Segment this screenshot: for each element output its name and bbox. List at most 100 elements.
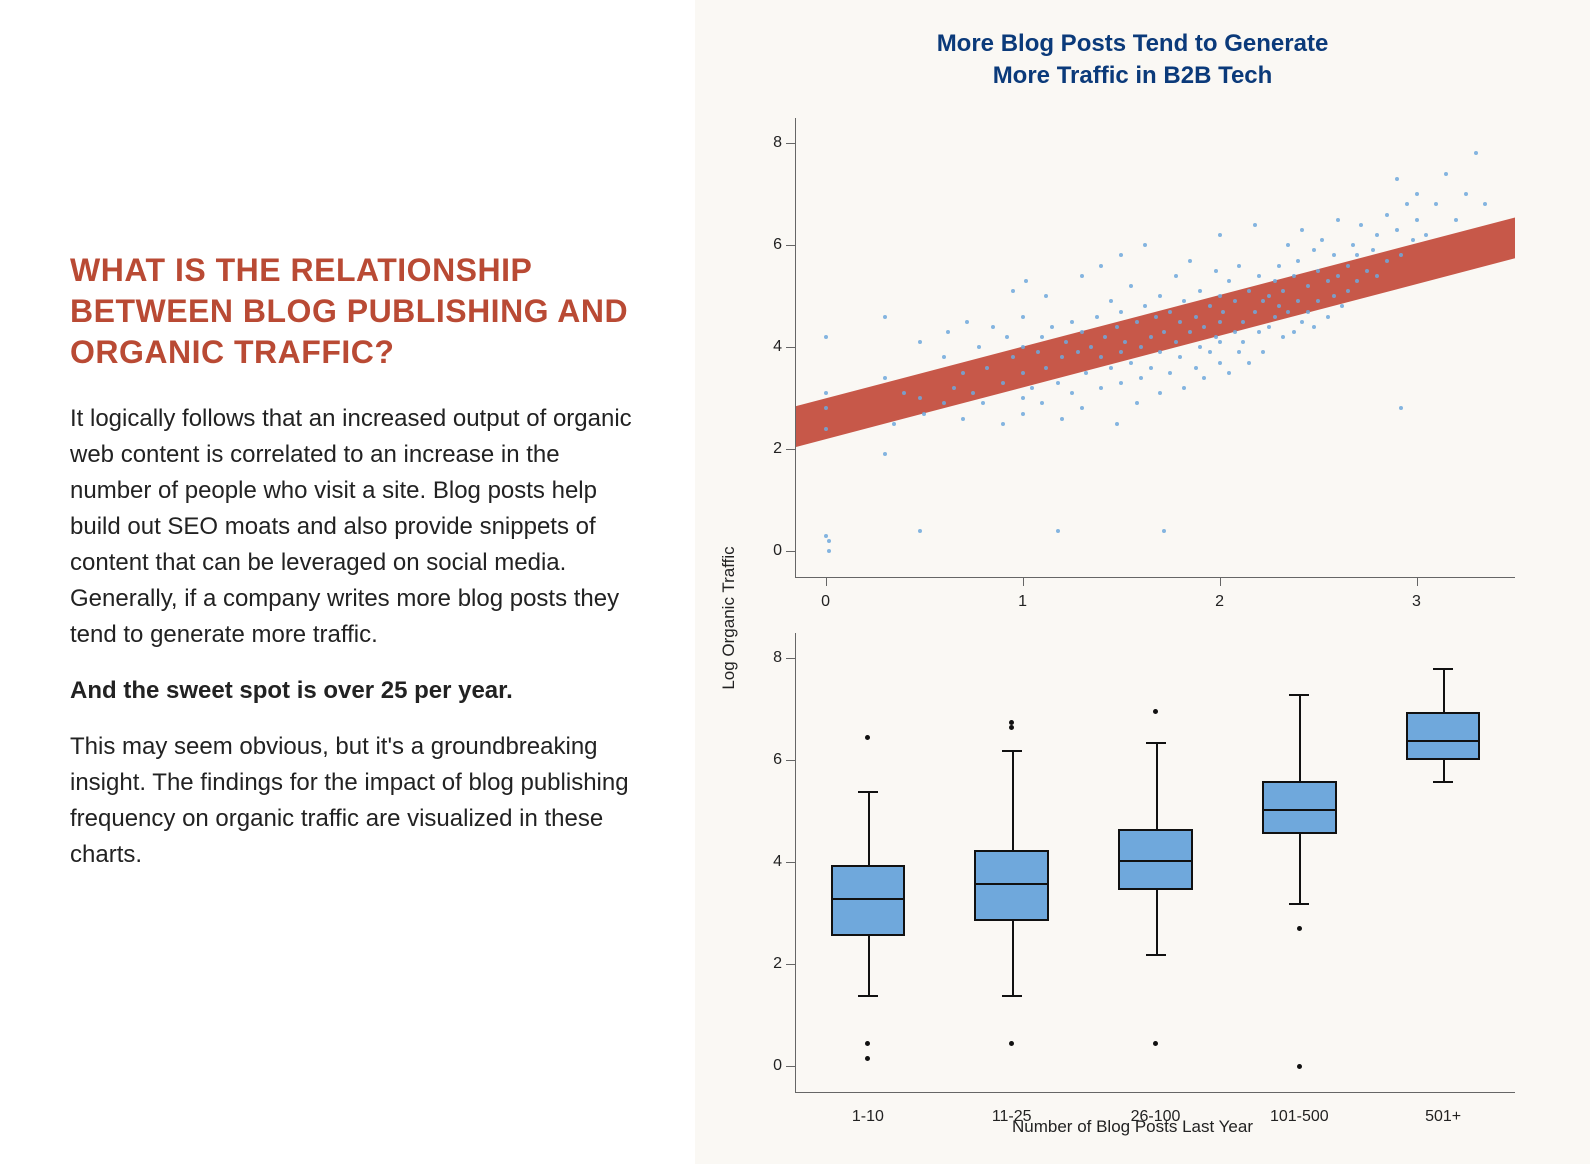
whisker-cap xyxy=(1146,954,1166,956)
scatter-point xyxy=(952,386,956,390)
scatter-point xyxy=(1021,396,1025,400)
scatter-point xyxy=(1021,412,1025,416)
scatter-point xyxy=(946,330,950,334)
median-line xyxy=(831,898,906,900)
scatter-point xyxy=(1312,325,1316,329)
scatter-point xyxy=(1237,264,1241,268)
scatter-point xyxy=(1021,345,1025,349)
scatter-point xyxy=(1109,366,1113,370)
left-text-column: WHAT IS THE RELATIONSHIP BETWEEN BLOG PU… xyxy=(0,0,695,1164)
outlier-point xyxy=(865,735,870,740)
y-tick xyxy=(786,658,796,659)
scatter-point xyxy=(1316,269,1320,273)
outlier-point xyxy=(1009,1041,1014,1046)
whisker-cap xyxy=(1289,903,1309,905)
scatter-point xyxy=(1411,238,1415,242)
box xyxy=(1262,781,1337,835)
chart-panel: More Blog Posts Tend to Generate More Tr… xyxy=(695,0,1590,1164)
y-tick-label: 4 xyxy=(758,853,782,871)
x-tick xyxy=(1417,577,1418,586)
scatter-point xyxy=(1056,381,1060,385)
chart-title: More Blog Posts Tend to Generate More Tr… xyxy=(735,28,1530,93)
y-tick xyxy=(786,347,796,348)
scatter-point xyxy=(1084,371,1088,375)
scatter-point xyxy=(1218,294,1222,298)
body-paragraph-1: It logically follows that an increased o… xyxy=(70,401,645,653)
scatter-point xyxy=(1198,289,1202,293)
scatter-point xyxy=(1395,228,1399,232)
scatter-point xyxy=(1194,366,1198,370)
outlier-point xyxy=(1153,1041,1158,1046)
body-paragraph-2: This may seem obvious, but it's a ground… xyxy=(70,729,645,873)
scatter-point xyxy=(1415,192,1419,196)
scatter-point xyxy=(1080,330,1084,334)
scatter-point xyxy=(1267,325,1271,329)
scatter-point xyxy=(1218,233,1222,237)
scatter-point xyxy=(1194,315,1198,319)
scatter-point xyxy=(1395,177,1399,181)
y-tick-label: 2 xyxy=(758,955,782,973)
scatter-point xyxy=(1326,315,1330,319)
scatter-point xyxy=(1021,371,1025,375)
category-label: 501+ xyxy=(1425,1108,1461,1126)
scatter-point xyxy=(1119,310,1123,314)
scatter-point xyxy=(1273,315,1277,319)
scatter-point xyxy=(1129,361,1133,365)
scatter-point xyxy=(985,366,989,370)
whisker-cap xyxy=(1146,742,1166,744)
outlier-point xyxy=(1009,720,1014,725)
scatter-point xyxy=(1296,259,1300,263)
scatter-point xyxy=(1060,417,1064,421)
scatter-point xyxy=(1218,340,1222,344)
scatter-point xyxy=(1214,335,1218,339)
scatter-plot: 024680123 xyxy=(795,118,1515,578)
chart-title-line-1: More Blog Posts Tend to Generate xyxy=(937,30,1329,57)
y-tick xyxy=(786,862,796,863)
bold-callout-line: And the sweet spot is over 25 per year. xyxy=(70,673,645,709)
y-tick-label: 8 xyxy=(758,649,782,667)
scatter-point xyxy=(1119,381,1123,385)
scatter-point xyxy=(1214,269,1218,273)
scatter-point xyxy=(824,427,828,431)
scatter-point xyxy=(1001,381,1005,385)
scatter-point xyxy=(991,325,995,329)
scatter-point xyxy=(1021,315,1025,319)
y-tick-label: 6 xyxy=(758,236,782,254)
whisker-cap xyxy=(1289,694,1309,696)
scatter-point xyxy=(1326,279,1330,283)
box xyxy=(831,865,906,936)
x-tick-label: 0 xyxy=(821,593,830,611)
scatter-point xyxy=(1202,325,1206,329)
scatter-point xyxy=(1070,391,1074,395)
scatter-point xyxy=(1257,274,1261,278)
scatter-point xyxy=(1281,335,1285,339)
scatter-point xyxy=(1253,223,1257,227)
scatter-point xyxy=(824,391,828,395)
whisker-cap xyxy=(858,791,878,793)
whisker-cap xyxy=(858,995,878,997)
scatter-point xyxy=(1005,335,1009,339)
scatter-point xyxy=(918,529,922,533)
scatter-point xyxy=(1346,264,1350,268)
scatter-point xyxy=(1336,218,1340,222)
category-label: 26-100 xyxy=(1131,1108,1181,1126)
y-tick xyxy=(786,449,796,450)
scatter-point xyxy=(922,412,926,416)
scatter-point xyxy=(1218,320,1222,324)
whisker-cap xyxy=(1002,995,1022,997)
scatter-point xyxy=(1253,310,1257,314)
category-label: 11-25 xyxy=(992,1108,1032,1126)
scatter-point xyxy=(883,376,887,380)
scatter-point xyxy=(1346,289,1350,293)
median-line xyxy=(1262,809,1337,811)
scatter-point xyxy=(1168,310,1172,314)
whisker-cap xyxy=(1002,750,1022,752)
scatter-point xyxy=(1011,289,1015,293)
x-tick-label: 2 xyxy=(1215,593,1224,611)
category-label: 101-500 xyxy=(1270,1108,1329,1126)
y-tick-label: 6 xyxy=(758,751,782,769)
y-tick-label: 0 xyxy=(758,542,782,560)
trend-band xyxy=(796,118,1515,577)
scatter-point xyxy=(824,534,828,538)
scatter-point xyxy=(1385,213,1389,217)
